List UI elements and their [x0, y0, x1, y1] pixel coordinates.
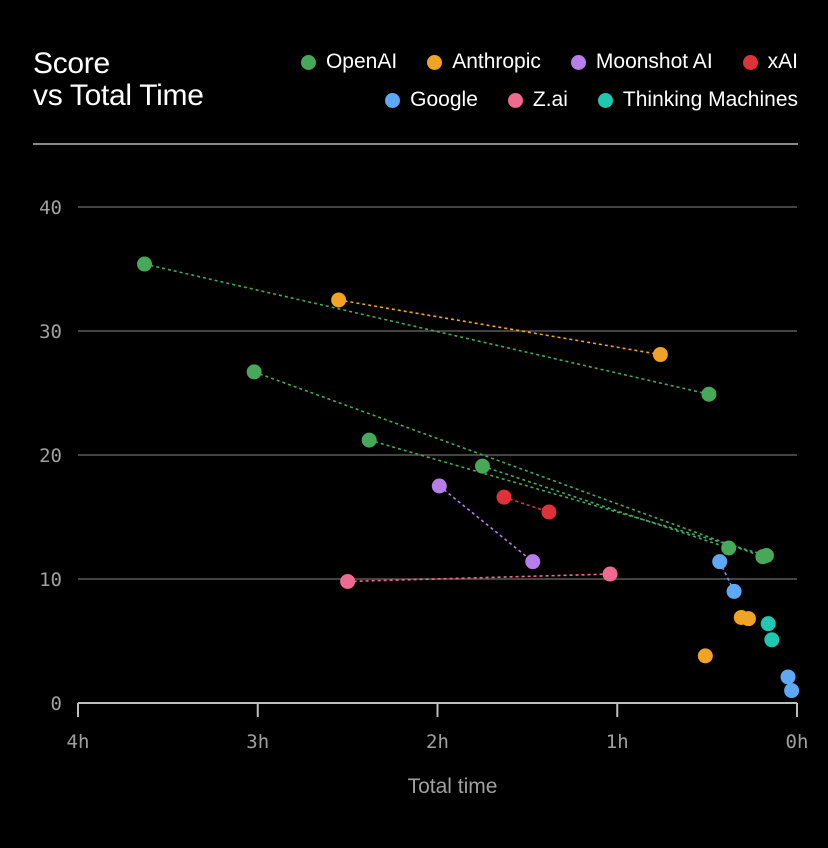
point-google	[712, 554, 728, 570]
chart-legend: OpenAI Anthropic Moonshot AI xAI Google …	[198, 46, 798, 122]
legend-label-xai: xAI	[767, 50, 798, 73]
header-divider	[33, 143, 798, 145]
point-anthropic	[331, 292, 347, 308]
point-google	[780, 669, 796, 685]
series-links	[144, 263, 767, 592]
legend-item-thinking-machines: Thinking Machines	[597, 88, 798, 112]
x-tick-label: 2h	[426, 731, 449, 753]
legend-item-anthropic: Anthropic	[427, 50, 541, 74]
point-z-ai	[602, 566, 618, 582]
legend-item-openai: OpenAI	[300, 50, 398, 74]
link-openai	[482, 465, 729, 549]
legend-item-xai: xAI	[742, 50, 798, 74]
x-tick-label: 3h	[246, 731, 269, 753]
legend-label-moonshot-ai: Moonshot AI	[595, 50, 713, 73]
legend-marker-anthropic	[427, 54, 443, 70]
legend-row-1: OpenAI Anthropic Moonshot AI xAI	[198, 46, 798, 78]
link-anthropic	[338, 299, 661, 356]
point-xai	[541, 504, 557, 520]
legend-item-z-ai: Z.ai	[507, 88, 568, 112]
link-xai	[503, 496, 550, 513]
point-google	[726, 583, 742, 599]
x-axis-title: Total time	[408, 775, 498, 798]
point-openai	[758, 547, 774, 563]
x-tick-label: 4h	[67, 731, 90, 753]
legend-marker-openai	[300, 54, 316, 70]
point-xai	[496, 489, 512, 505]
legend-label-openai: OpenAI	[325, 50, 398, 73]
legend-label-z-ai: Z.ai	[532, 88, 568, 111]
link-z-ai	[347, 573, 611, 583]
link-openai	[368, 439, 767, 557]
data-points	[137, 256, 800, 699]
point-anthropic	[740, 611, 756, 627]
point-anthropic	[652, 347, 668, 363]
legend-marker-xai	[742, 54, 758, 70]
legend-marker-moonshot-ai	[570, 54, 586, 70]
axes: 0 10 20 30 40 4h 3h 2h 1h 0h	[39, 197, 808, 753]
y-tick-label: 20	[39, 445, 62, 467]
legend-row-2: Google Z.ai Thinking Machines	[198, 84, 798, 116]
point-openai	[361, 432, 377, 448]
y-tick-label: 10	[39, 569, 62, 591]
legend-item-google: Google	[385, 88, 478, 112]
point-openai	[701, 386, 717, 402]
x-tick-label: 1h	[606, 731, 629, 753]
y-tick-label: 40	[39, 197, 62, 219]
chart-title: Score vs Total Time	[33, 48, 204, 112]
y-tick-label: 0	[51, 693, 62, 715]
link-openai	[144, 263, 710, 396]
point-thinking-machines	[760, 616, 776, 632]
point-openai	[721, 540, 737, 556]
gridlines	[78, 206, 797, 580]
point-openai	[246, 364, 262, 380]
link-openai	[253, 371, 764, 558]
point-z-ai	[340, 573, 356, 589]
link-moonshot-ai	[438, 485, 534, 563]
x-tick-label: 0h	[786, 731, 809, 753]
point-moonshot-ai	[431, 478, 447, 494]
legend-item-moonshot-ai: Moonshot AI	[570, 50, 713, 74]
legend-marker-thinking-machines	[597, 92, 613, 108]
chart-title-line-2: vs Total Time	[33, 79, 204, 112]
legend-label-google: Google	[410, 88, 478, 111]
point-moonshot-ai	[525, 554, 541, 570]
y-tick-label: 30	[39, 321, 62, 343]
point-anthropic	[697, 648, 713, 664]
point-thinking-machines	[764, 632, 780, 648]
chart-title-line-1: Score	[33, 47, 110, 80]
legend-marker-google	[385, 92, 401, 108]
legend-marker-z-ai	[507, 92, 523, 108]
legend-label-thinking-machines: Thinking Machines	[622, 88, 798, 111]
point-openai	[137, 256, 153, 272]
point-openai	[474, 458, 490, 474]
point-google	[784, 683, 800, 699]
legend-label-anthropic: Anthropic	[452, 50, 541, 73]
